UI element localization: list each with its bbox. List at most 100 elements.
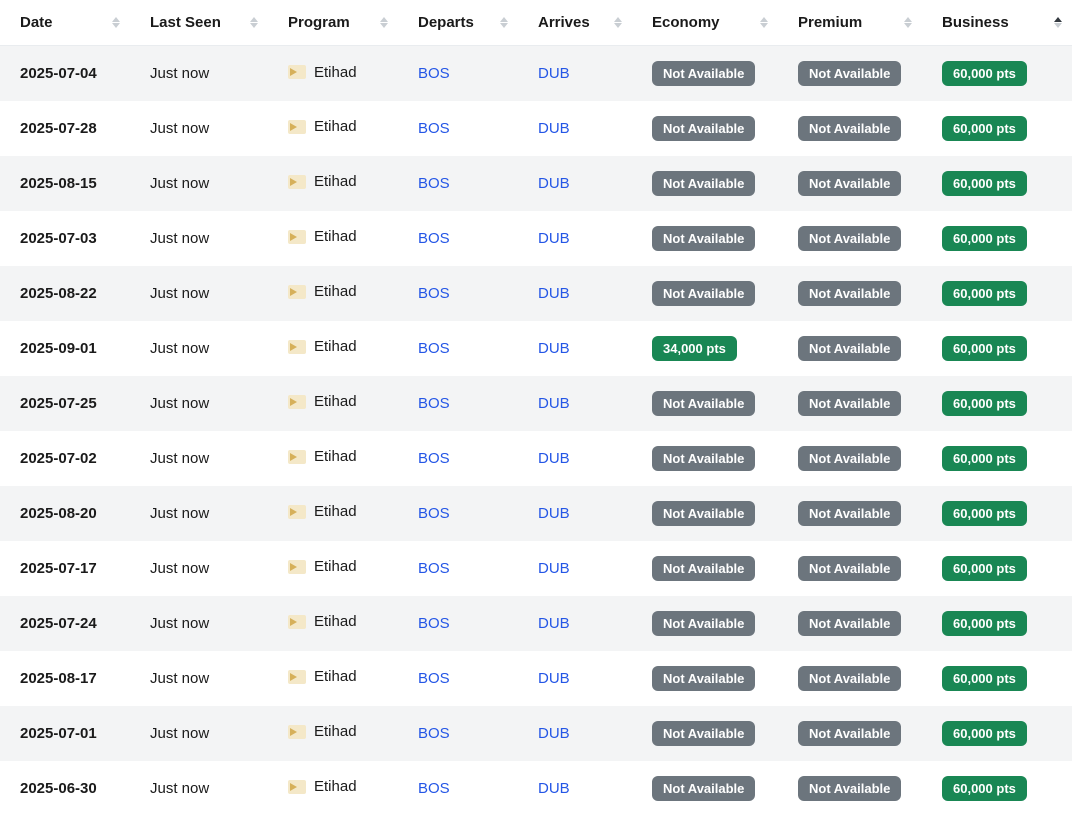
premium-badge: Not Available [798, 611, 901, 636]
premium-badge: Not Available [798, 446, 901, 471]
column-header-label: Arrives [538, 14, 590, 31]
cell-date: 2025-07-17 [0, 541, 130, 596]
cell-economy: Not Available [632, 761, 778, 816]
departs-link[interactable]: BOS [418, 340, 450, 357]
arrives-link[interactable]: DUB [538, 340, 570, 357]
cell-departs: BOS [398, 486, 518, 541]
program-name: Etihad [314, 558, 357, 575]
table-row: 2025-07-28Just nowEtihadBOSDUBNot Availa… [0, 101, 1072, 156]
arrives-link[interactable]: DUB [538, 230, 570, 247]
cell-arrives: DUB [518, 101, 632, 156]
economy-badge: Not Available [652, 171, 755, 196]
cell-program: Etihad [268, 321, 398, 376]
cell-program: Etihad [268, 706, 398, 761]
column-header-economy[interactable]: Economy [632, 0, 778, 46]
cell-departs: BOS [398, 376, 518, 431]
arrives-link[interactable]: DUB [538, 120, 570, 137]
arrives-link[interactable]: DUB [538, 670, 570, 687]
departs-link[interactable]: BOS [418, 505, 450, 522]
table-row: 2025-09-01Just nowEtihadBOSDUB34,000 pts… [0, 321, 1072, 376]
departs-link[interactable]: BOS [418, 285, 450, 302]
program-logo-icon [288, 615, 306, 629]
arrives-link[interactable]: DUB [538, 450, 570, 467]
departs-link[interactable]: BOS [418, 780, 450, 797]
cell-business: 60,000 pts [922, 46, 1072, 101]
arrives-link[interactable]: DUB [538, 725, 570, 742]
arrives-link[interactable]: DUB [538, 65, 570, 82]
table-row: 2025-07-02Just nowEtihadBOSDUBNot Availa… [0, 431, 1072, 486]
cell-date: 2025-07-25 [0, 376, 130, 431]
cell-premium: Not Available [778, 486, 922, 541]
cell-departs: BOS [398, 431, 518, 486]
cell-date: 2025-07-24 [0, 596, 130, 651]
departs-link[interactable]: BOS [418, 670, 450, 687]
departs-link[interactable]: BOS [418, 615, 450, 632]
departs-link[interactable]: BOS [418, 725, 450, 742]
sort-icon[interactable] [500, 17, 508, 28]
cell-economy: Not Available [632, 266, 778, 321]
sort-icon[interactable] [1054, 17, 1062, 28]
column-header-program[interactable]: Program [268, 0, 398, 46]
sort-icon[interactable] [614, 17, 622, 28]
sort-icon[interactable] [250, 17, 258, 28]
business-badge: 60,000 pts [942, 666, 1027, 691]
sort-icon[interactable] [760, 17, 768, 28]
column-header-date[interactable]: Date [0, 0, 130, 46]
cell-departs: BOS [398, 541, 518, 596]
business-badge: 60,000 pts [942, 336, 1027, 361]
column-header-label: Last Seen [150, 14, 221, 31]
business-badge: 60,000 pts [942, 281, 1027, 306]
sort-icon[interactable] [112, 17, 120, 28]
cell-arrives: DUB [518, 486, 632, 541]
arrives-link[interactable]: DUB [538, 780, 570, 797]
premium-badge: Not Available [798, 336, 901, 361]
arrives-link[interactable]: DUB [538, 615, 570, 632]
departs-link[interactable]: BOS [418, 395, 450, 412]
departs-link[interactable]: BOS [418, 120, 450, 137]
program-logo-icon [288, 120, 306, 134]
cell-last-seen: Just now [130, 46, 268, 101]
arrives-link[interactable]: DUB [538, 285, 570, 302]
arrives-link[interactable]: DUB [538, 560, 570, 577]
departs-link[interactable]: BOS [418, 175, 450, 192]
cell-last-seen: Just now [130, 321, 268, 376]
cell-departs: BOS [398, 266, 518, 321]
program-logo-icon [288, 230, 306, 244]
arrives-link[interactable]: DUB [538, 505, 570, 522]
economy-badge: Not Available [652, 666, 755, 691]
column-header-lastSeen[interactable]: Last Seen [130, 0, 268, 46]
economy-badge: Not Available [652, 61, 755, 86]
sort-icon[interactable] [904, 17, 912, 28]
departs-link[interactable]: BOS [418, 560, 450, 577]
column-header-departs[interactable]: Departs [398, 0, 518, 46]
economy-badge: Not Available [652, 721, 755, 746]
table-row: 2025-07-04Just nowEtihad BOS DUB Not Availa… [0, 46, 1072, 101]
cell-premium: Not Available [778, 321, 922, 376]
program-name: Etihad [314, 448, 357, 465]
column-header-arrives[interactable]: Arrives [518, 0, 632, 46]
column-header-business[interactable]: Business [922, 0, 1072, 46]
sort-icon[interactable] [380, 17, 388, 28]
cell-date: 2025-07-03 [0, 211, 130, 266]
table-header: Date Last Seen ProgramDeparts Arrives Econom… [0, 0, 1072, 46]
departs-link[interactable]: BOS [418, 230, 450, 247]
cell-business: 60,000 pts [922, 156, 1072, 211]
cell-date: 2025-06-30 [0, 761, 130, 816]
cell-last-seen: Just now [130, 761, 268, 816]
departs-link[interactable]: BOS [418, 65, 450, 82]
premium-badge: Not Available [798, 61, 901, 86]
table-row: 2025-07-01Just nowEtihadBOSDUBNot Availa… [0, 706, 1072, 761]
cell-last-seen: Just now [130, 266, 268, 321]
business-badge: 60,000 pts [942, 446, 1027, 471]
cell-arrives: DUB [518, 761, 632, 816]
cell-last-seen: Just now [130, 706, 268, 761]
arrives-link[interactable]: DUB [538, 175, 570, 192]
cell-last-seen: Just now [130, 541, 268, 596]
column-header-premium[interactable]: Premium [778, 0, 922, 46]
departs-link[interactable]: BOS [418, 450, 450, 467]
cell-departs: BOS [398, 706, 518, 761]
cell-date: 2025-07-04 [0, 46, 130, 101]
cell-program: Etihad [268, 46, 398, 101]
arrives-link[interactable]: DUB [538, 395, 570, 412]
economy-badge: Not Available [652, 116, 755, 141]
